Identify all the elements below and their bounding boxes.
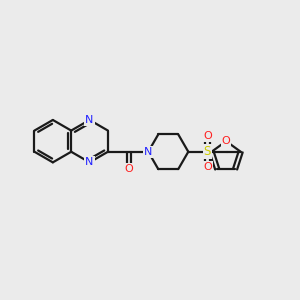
Text: O: O <box>203 131 212 142</box>
Text: O: O <box>125 164 134 174</box>
Text: O: O <box>222 136 230 146</box>
Text: O: O <box>203 162 212 172</box>
Text: N: N <box>144 147 152 157</box>
Text: N: N <box>85 115 94 125</box>
Text: N: N <box>85 158 94 167</box>
Text: S: S <box>204 145 211 158</box>
